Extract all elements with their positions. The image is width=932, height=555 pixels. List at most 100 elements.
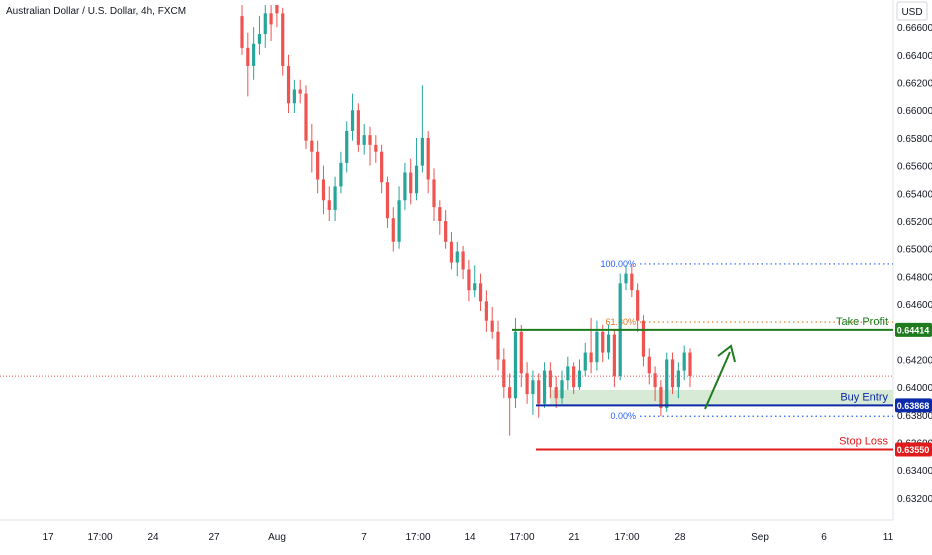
candle-body: [281, 13, 285, 66]
x-tick-label: 24: [147, 532, 159, 543]
candle-body: [682, 352, 686, 371]
candle: [356, 103, 360, 152]
candle-body: [688, 352, 692, 377]
candle: [246, 32, 250, 97]
y-tick-label: 0.65200: [897, 217, 932, 228]
candle: [345, 121, 349, 173]
candle-body: [420, 137, 424, 166]
candle-body: [548, 370, 552, 388]
candle: [636, 283, 640, 332]
candle: [670, 352, 675, 395]
projection-arrow: [704, 344, 736, 410]
candle: [426, 131, 430, 194]
candle-body: [612, 334, 616, 377]
candle: [641, 315, 646, 367]
candle: [281, 7, 285, 76]
candle: [548, 362, 552, 399]
candle-body: [269, 13, 273, 25]
x-tick-label: 7: [361, 532, 367, 543]
candle-body: [391, 218, 395, 242]
candle: [327, 186, 331, 221]
candle: [566, 356, 570, 390]
stop-loss-price: 0.63550: [897, 445, 930, 455]
candle-body: [409, 172, 413, 194]
candle: [275, 5, 279, 28]
candle: [438, 200, 442, 235]
candle-body: [345, 131, 349, 163]
candle-body: [630, 273, 634, 291]
candle: [560, 370, 564, 404]
candle: [618, 273, 622, 381]
candle: [252, 27, 256, 80]
arrow-head: [717, 344, 736, 363]
candle: [478, 273, 483, 311]
candle-body: [316, 151, 320, 180]
time-axis[interactable]: 17 17:00 24 27 Aug 7 17:00 14 17:00 21 17:00 28 Sep 6…: [0, 519, 894, 543]
candle: [630, 263, 634, 298]
candle: [374, 135, 378, 163]
x-tick-label: 27: [208, 532, 220, 543]
candle-body: [397, 200, 401, 242]
candle: [601, 324, 605, 363]
candle: [432, 168, 436, 221]
candles: [240, 5, 692, 436]
candle-body: [670, 359, 675, 388]
candle: [420, 85, 424, 173]
candle-body: [508, 387, 512, 399]
candle-body: [252, 43, 256, 66]
take-profit-price: 0.64414: [897, 325, 930, 335]
candle: [368, 126, 372, 166]
candle: [449, 232, 454, 270]
candle: [519, 324, 523, 388]
candle: [624, 265, 628, 291]
x-tick-label: 17:00: [614, 532, 639, 543]
y-tick-label: 0.64200: [897, 355, 932, 366]
candle: [263, 5, 267, 48]
candle: [316, 140, 320, 194]
candle: [286, 54, 291, 113]
candle-body: [426, 137, 430, 180]
candle: [537, 373, 541, 418]
candle-body: [589, 352, 593, 363]
candle: [502, 348, 506, 399]
candle-body: [595, 331, 599, 363]
candle-body: [275, 5, 279, 14]
candle-body: [531, 380, 535, 395]
y-tick-label: 0.64600: [897, 300, 932, 311]
candle-body: [566, 366, 570, 381]
y-tick-label: 0.66200: [897, 79, 932, 90]
candle: [554, 376, 558, 408]
x-tick-label: 17: [42, 532, 54, 543]
x-tick-label: 17:00: [87, 532, 112, 543]
price-axis[interactable]: USD 0.66600 0.66400 0.66200 0.66000 0.65800 0…: [892, 0, 932, 520]
candle-body: [310, 140, 314, 152]
candle-body: [653, 373, 657, 388]
candle: [269, 5, 273, 41]
candle-body: [665, 359, 669, 408]
y-tick-label: 0.64000: [897, 383, 932, 394]
candle-body: [321, 179, 326, 201]
candle: [403, 162, 407, 210]
candle-body: [624, 273, 628, 284]
y-tick-label: 0.66000: [897, 106, 932, 117]
candle: [473, 265, 477, 298]
candle-body: [461, 251, 465, 270]
currency-badge[interactable]: [896, 1, 928, 21]
candle: [577, 359, 582, 390]
candle: [304, 85, 308, 149]
plot-area[interactable]: 100.00%61.80%0.00% Take Profit0.64414Buy…: [0, 5, 932, 457]
take-profit-label: Take Profit: [836, 316, 888, 328]
trade-levels: Take Profit 0.64414 Buy Entry 0.63868 Stop L…: [512, 316, 932, 457]
y-tick-label: 0.65400: [897, 189, 932, 200]
x-tick-label: 21: [568, 532, 580, 543]
candle-body: [356, 110, 360, 145]
candle-body: [333, 186, 337, 210]
arrow-shaft: [704, 351, 731, 410]
buy-entry-price-badge: [895, 398, 932, 413]
candle: [665, 352, 669, 413]
candle: [257, 16, 262, 55]
candle-body: [432, 179, 436, 208]
candle: [583, 342, 587, 377]
